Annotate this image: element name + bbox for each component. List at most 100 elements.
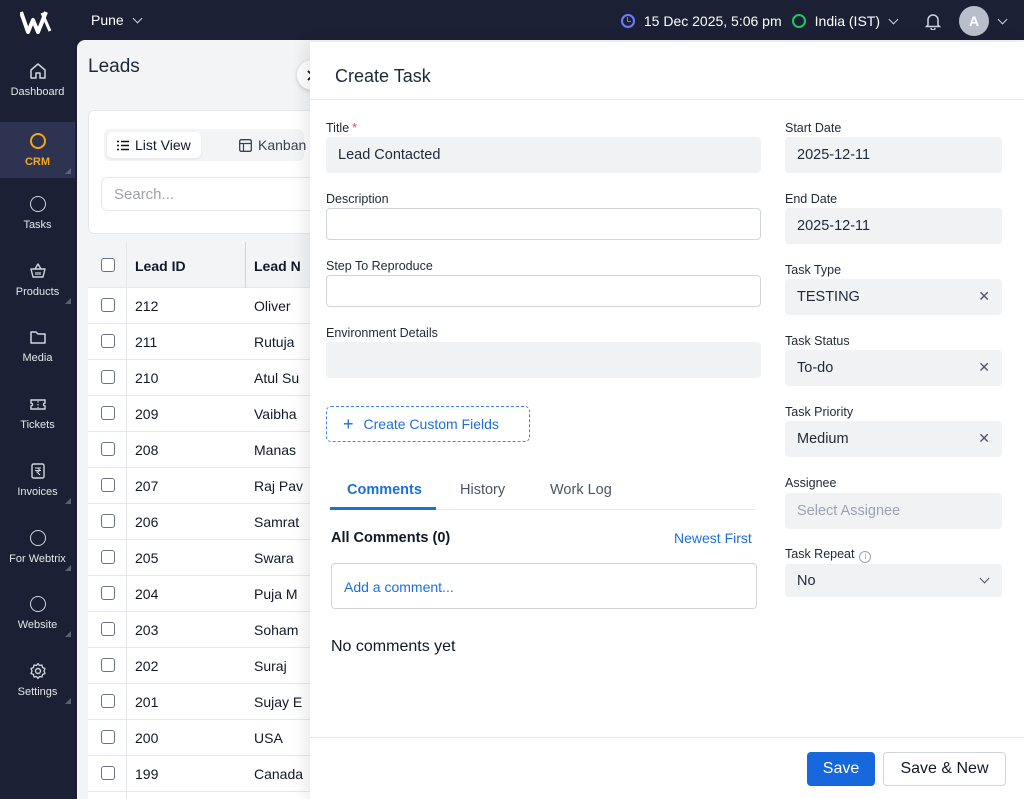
sidebar-item-dashboard[interactable]: Dashboard: [0, 52, 75, 108]
tab-comments[interactable]: Comments: [347, 482, 422, 498]
add-comment-input[interactable]: Add a comment...: [331, 563, 757, 609]
sidebar-item-products[interactable]: Products: [0, 252, 75, 308]
sidebar-item-tasks[interactable]: Tasks: [0, 185, 75, 241]
sidebar-item-website[interactable]: Website: [0, 585, 75, 641]
for-webtrix-icon: [29, 529, 47, 547]
kanban-view-button[interactable]: Kanban: [229, 132, 316, 158]
task-type-select[interactable]: TESTING ✕: [785, 279, 1002, 315]
bell-icon[interactable]: [925, 13, 941, 30]
select-all-checkbox[interactable]: [101, 258, 115, 272]
row-checkbox[interactable]: [101, 694, 115, 708]
lead-name-cell[interactable]: Atul Su: [254, 370, 300, 386]
empty-comments-message: No comments yet: [331, 638, 456, 655]
sidebar-item-settings[interactable]: Settings: [0, 652, 75, 708]
sidebar-item-for-webtrix[interactable]: For Webtrix: [0, 519, 75, 575]
lead-name-cell[interactable]: Swara: [254, 550, 294, 566]
title-field[interactable]: Lead Contacted: [326, 137, 761, 173]
row-checkbox[interactable]: [101, 478, 115, 492]
sidebar-item-crm[interactable]: CRM: [0, 122, 75, 178]
end-date-field[interactable]: 2025-12-11: [785, 208, 1002, 244]
table-row[interactable]: 210 Atul Su: [88, 360, 388, 396]
lead-id-cell: 212: [135, 298, 159, 314]
task-repeat-label: Task Repeat i: [785, 547, 872, 563]
lead-name-cell[interactable]: Canada: [254, 766, 304, 782]
avatar[interactable]: A: [959, 6, 989, 36]
sidebar-item-label: Products: [15, 286, 60, 298]
clear-icon[interactable]: ✕: [978, 288, 990, 304]
lead-name-cell[interactable]: Puja M: [254, 586, 298, 602]
lead-name-cell[interactable]: Soham: [254, 622, 299, 638]
tab-history[interactable]: History: [460, 482, 506, 498]
lead-name-cell[interactable]: Samrat: [254, 514, 300, 530]
row-checkbox[interactable]: [101, 514, 115, 528]
column-header-lead-name[interactable]: Lead N: [254, 258, 301, 274]
clear-icon[interactable]: ✕: [978, 359, 990, 375]
lead-name-cell[interactable]: Rutuja: [254, 334, 295, 350]
chevron-down-icon[interactable]: [997, 14, 1008, 24]
step-to-reproduce-field[interactable]: [326, 275, 761, 307]
clear-icon[interactable]: ✕: [978, 430, 990, 446]
row-checkbox[interactable]: [101, 550, 115, 564]
table-row[interactable]: 209 Vaibha: [88, 396, 388, 432]
table-row[interactable]: 200 USA: [88, 720, 388, 756]
timezone-selector[interactable]: India (IST): [815, 13, 899, 29]
lead-name-cell[interactable]: Oliver: [254, 298, 291, 314]
description-field[interactable]: [326, 208, 761, 240]
table-row[interactable]: 199 Canada: [88, 756, 388, 792]
row-checkbox[interactable]: [101, 622, 115, 636]
location-label: Pune: [91, 12, 124, 28]
row-checkbox[interactable]: [101, 442, 115, 456]
home-icon: [29, 62, 47, 80]
table-row[interactable]: 207 Raj Pav: [88, 468, 388, 504]
submenu-indicator-icon: [65, 698, 71, 704]
row-checkbox[interactable]: [101, 766, 115, 780]
column-header-lead-id[interactable]: Lead ID: [135, 258, 186, 274]
row-checkbox[interactable]: [101, 658, 115, 672]
tasks-icon: [29, 195, 47, 213]
sidebar-item-label: Settings: [17, 686, 58, 698]
save-and-new-button[interactable]: Save & New: [883, 752, 1006, 786]
tab-work-log[interactable]: Work Log: [550, 482, 612, 498]
table-row[interactable]: 206 Samrat: [88, 504, 388, 540]
table-row[interactable]: 208 Manas: [88, 432, 388, 468]
sidebar-item-media[interactable]: Media: [0, 318, 75, 374]
row-checkbox[interactable]: [101, 730, 115, 744]
row-checkbox[interactable]: [101, 298, 115, 312]
lead-name-cell[interactable]: Sujay E: [254, 694, 303, 710]
table-row[interactable]: 204 Puja M: [88, 576, 388, 612]
task-repeat-select[interactable]: No: [785, 564, 1002, 597]
lead-name-cell[interactable]: Vaibha: [254, 406, 297, 422]
table-row[interactable]: 205 Swara: [88, 540, 388, 576]
assignee-select[interactable]: Select Assignee: [785, 493, 1002, 529]
row-checkbox[interactable]: [101, 370, 115, 384]
task-priority-select[interactable]: Medium ✕: [785, 421, 1002, 457]
create-custom-fields-button[interactable]: + Create Custom Fields: [326, 406, 530, 442]
location-selector[interactable]: Pune: [91, 12, 143, 28]
lead-name-cell[interactable]: USA: [254, 730, 283, 746]
task-status-select[interactable]: To-do ✕: [785, 350, 1002, 386]
row-checkbox[interactable]: [101, 334, 115, 348]
list-view-button[interactable]: List View: [107, 132, 201, 158]
webtrix-logo[interactable]: [20, 9, 54, 35]
start-date-field[interactable]: 2025-12-11: [785, 137, 1002, 173]
task-status-label: Task Status: [785, 334, 850, 348]
lead-id-cell: 207: [135, 478, 159, 494]
row-checkbox[interactable]: [101, 406, 115, 420]
table-row[interactable]: 212 Oliver: [88, 288, 388, 324]
sidebar-item-tickets[interactable]: Tickets: [0, 385, 75, 441]
submenu-indicator-icon: [65, 631, 71, 637]
table-row[interactable]: 202 Suraj: [88, 648, 388, 684]
lead-name-cell[interactable]: Raj Pav: [254, 478, 304, 494]
row-checkbox[interactable]: [101, 586, 115, 600]
environment-details-field[interactable]: [326, 342, 761, 378]
lead-name-cell[interactable]: Suraj: [254, 658, 287, 674]
info-icon[interactable]: i: [859, 551, 872, 563]
table-row[interactable]: 211 Rutuja: [88, 324, 388, 360]
save-button[interactable]: Save: [807, 752, 875, 786]
sidebar-item-invoices[interactable]: Invoices: [0, 452, 75, 508]
sort-comments-link[interactable]: Newest First: [674, 530, 752, 546]
table-row[interactable]: 201 Sujay E: [88, 684, 388, 720]
table-row[interactable]: 203 Soham: [88, 612, 388, 648]
lead-name-cell[interactable]: Manas: [254, 442, 297, 458]
column-divider: [126, 242, 127, 799]
